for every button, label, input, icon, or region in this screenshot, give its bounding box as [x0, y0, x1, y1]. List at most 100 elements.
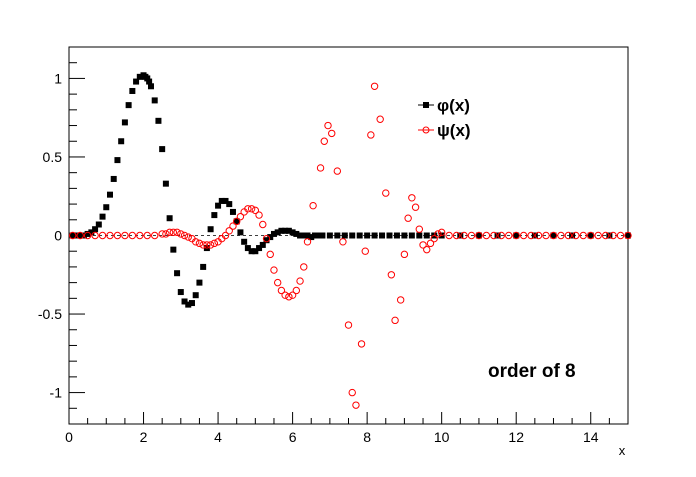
psi-point [382, 189, 390, 197]
psi-point [270, 266, 278, 274]
psi-point [572, 231, 580, 240]
psi-point [616, 231, 625, 240]
psi-point [210, 239, 219, 248]
psi-point [106, 231, 114, 240]
phi-point [241, 238, 248, 245]
phi-point [155, 117, 162, 124]
phi-point [211, 212, 218, 219]
phi-point [550, 232, 557, 239]
phi-point [274, 229, 281, 236]
psi-point [98, 231, 107, 240]
phi-point [133, 78, 140, 85]
psi-point [273, 278, 282, 287]
psi-point [225, 227, 233, 235]
y-tick-label: 1 [54, 70, 62, 86]
phi-point [103, 204, 110, 211]
phi-point [308, 234, 315, 241]
psi-point [404, 214, 412, 222]
legend-marker-phi [423, 102, 429, 108]
phi-point [285, 227, 292, 234]
psi-point [497, 231, 505, 240]
psi-point [247, 205, 256, 213]
phi-point [311, 232, 318, 239]
phi-point [457, 232, 464, 239]
psi-point [128, 231, 137, 240]
phi-point [200, 263, 207, 270]
psi-point [203, 241, 211, 249]
y-tick-label: -1 [50, 385, 63, 401]
psi-point [411, 203, 420, 211]
phi-point [77, 232, 84, 239]
psi-point [83, 231, 92, 240]
phi-point [625, 232, 631, 239]
phi-point [207, 226, 214, 233]
phi-point [300, 232, 307, 239]
phi-point [121, 119, 128, 126]
y-tick-label: 0.5 [43, 149, 63, 165]
psi-point [206, 241, 215, 249]
psi-point [475, 231, 483, 240]
psi-point [255, 211, 263, 219]
phi-point [248, 248, 255, 255]
psi-point [324, 121, 332, 130]
psi-point [199, 241, 207, 249]
psi-point [512, 231, 520, 240]
series-layer [69, 72, 632, 409]
psi-point [344, 321, 353, 329]
phi-point [151, 97, 158, 104]
psi-point [303, 238, 312, 246]
x-tick-label: 4 [214, 429, 222, 445]
phi-point [356, 232, 363, 239]
legend-entry-phi: φ(x) [418, 96, 470, 115]
psi-point [333, 167, 342, 175]
phi-point [229, 208, 236, 215]
psi-point [490, 231, 498, 240]
psi-point [339, 238, 347, 246]
phi-point [125, 102, 132, 109]
x-tick-label: 12 [508, 429, 524, 445]
phi-point [237, 229, 244, 236]
psi-point [262, 234, 271, 243]
psi-point [423, 245, 431, 254]
psi-point [557, 231, 565, 240]
psi-point [601, 231, 610, 240]
psi-point [277, 286, 286, 295]
phi-point [170, 246, 177, 253]
psi-point [505, 231, 513, 240]
phi-point [110, 175, 117, 182]
phi-point [263, 237, 270, 244]
psi-point [549, 231, 558, 240]
phi-point [233, 218, 240, 225]
psi-point [316, 164, 325, 172]
phi-point [408, 232, 415, 239]
phi-point [174, 270, 181, 277]
psi-point [419, 241, 427, 249]
order-annotation: order of 8 [488, 361, 576, 382]
phi-point [88, 229, 95, 236]
psi-point [281, 291, 289, 299]
psi-point [437, 228, 446, 237]
phi-point [289, 229, 296, 236]
psi-point [328, 129, 336, 138]
x-tick-label: 0 [65, 429, 73, 445]
phi-point [177, 289, 184, 296]
y-tick-label: 0 [54, 228, 62, 244]
phi-point [129, 87, 136, 94]
psi-point [251, 206, 260, 215]
psi-point [169, 228, 178, 237]
series-phi [69, 72, 631, 308]
psi-point [91, 231, 99, 240]
phi-point [401, 232, 408, 239]
phi-point [259, 241, 266, 248]
psi-point [76, 231, 84, 240]
phi-point [270, 230, 277, 237]
phi-point [297, 232, 304, 239]
psi-point [467, 231, 476, 240]
psi-point [158, 230, 166, 238]
phi-point [569, 232, 576, 239]
psi-point [151, 231, 159, 240]
phi-point [192, 292, 199, 299]
psi-point [367, 131, 375, 139]
phi-point [146, 78, 153, 85]
